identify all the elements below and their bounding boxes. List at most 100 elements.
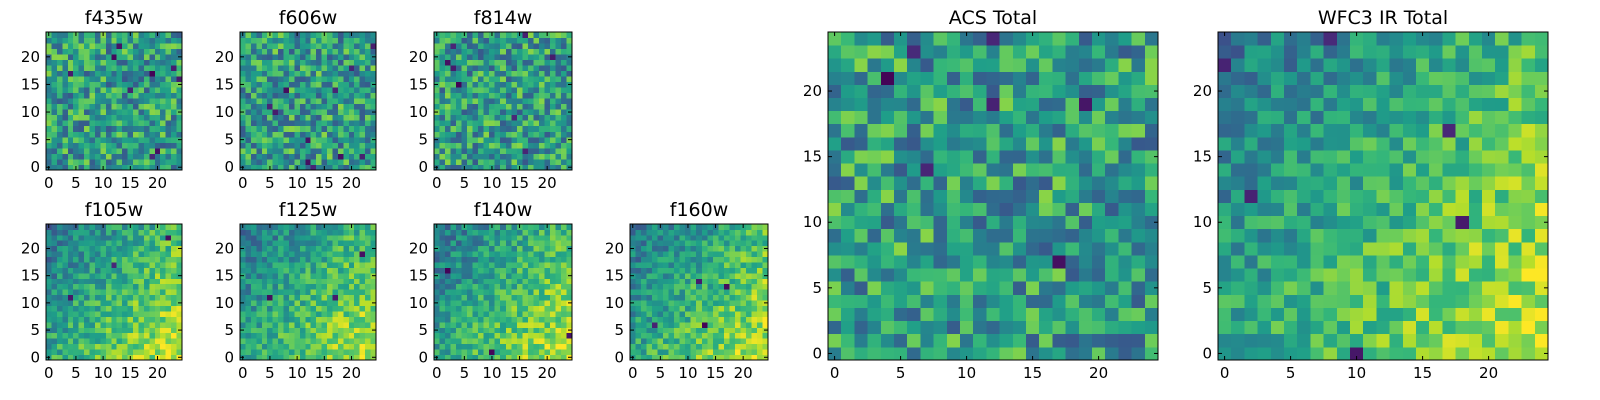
- heatmap-cell: [516, 338, 523, 345]
- heatmap-cell: [555, 120, 562, 127]
- heatmap-cell: [111, 59, 118, 66]
- heatmap-cell: [434, 267, 440, 274]
- heatmap-cell: [67, 59, 74, 66]
- heatmap-cell: [549, 278, 556, 285]
- heatmap-cell: [165, 70, 172, 77]
- heatmap-cell: [439, 267, 446, 274]
- heatmap-cell: [321, 92, 328, 99]
- heatmap-cell: [261, 59, 268, 66]
- heatmap-cell: [359, 65, 366, 72]
- heatmap-cell: [566, 76, 573, 83]
- heatmap-cell: [478, 240, 485, 247]
- heatmap-cell: [272, 43, 279, 49]
- heatmap-cell: [1092, 176, 1106, 190]
- heatmap-cell: [646, 245, 653, 252]
- heatmap-cell: [299, 354, 306, 361]
- heatmap-cell: [288, 300, 295, 306]
- heatmap-cell: [73, 327, 80, 334]
- heatmap-cell: [668, 349, 675, 355]
- heatmap-cell: [511, 338, 518, 345]
- heatmap-cell: [111, 120, 118, 127]
- heatmap-cell: [348, 131, 355, 138]
- heatmap-cell: [240, 103, 246, 110]
- heatmap-cell: [439, 343, 446, 350]
- heatmap-cell: [122, 300, 128, 306]
- heatmap-cell: [100, 240, 107, 247]
- heatmap-cell: [494, 120, 501, 127]
- heatmap-cell: [278, 87, 284, 94]
- heatmap-cell: [138, 343, 145, 350]
- heatmap-cell: [294, 234, 301, 241]
- heatmap-cell: [646, 224, 653, 230]
- heatmap-cell: [250, 338, 257, 345]
- heatmap-cell: [337, 338, 344, 345]
- heatmap-cell: [149, 164, 156, 171]
- heatmap-cell: [359, 131, 366, 138]
- heatmap-cell: [171, 349, 177, 355]
- heatmap-cell: [365, 267, 371, 274]
- heatmap-cell: [483, 65, 490, 72]
- heatmap-cell: [245, 283, 252, 290]
- heatmap-cell: [960, 307, 974, 322]
- heatmap-cell: [511, 316, 518, 323]
- heatmap-cell: [267, 251, 274, 258]
- heatmap-cell: [67, 81, 74, 88]
- heatmap-cell: [668, 267, 675, 274]
- heatmap-cell: [652, 332, 658, 339]
- heatmap-cell: [370, 114, 377, 121]
- heatmap-cell: [544, 278, 551, 285]
- heatmap-cell: [294, 65, 301, 72]
- heatmap-cell: [745, 321, 752, 328]
- heatmap-cell: [370, 65, 377, 72]
- heatmap-cell: [51, 283, 58, 290]
- heatmap-cell: [1144, 333, 1159, 348]
- heatmap-cell: [94, 98, 101, 105]
- heatmap-cell: [343, 70, 350, 77]
- heatmap-cell: [316, 114, 322, 121]
- heatmap-cell: [116, 349, 123, 355]
- heatmap-cell: [343, 98, 350, 105]
- heatmap-cell: [105, 267, 112, 274]
- heatmap-cell: [261, 92, 268, 99]
- heatmap-cell: [668, 316, 675, 323]
- heatmap-cell: [679, 278, 686, 285]
- heatmap-cell: [245, 32, 252, 38]
- heatmap-cell: [729, 251, 736, 258]
- heatmap-cell: [138, 349, 145, 355]
- heatmap-cell: [133, 32, 139, 38]
- heatmap-cell: [566, 240, 573, 247]
- heatmap-cell: [138, 37, 145, 44]
- heatmap-cell: [434, 87, 440, 94]
- heatmap-cell: [84, 37, 90, 44]
- heatmap-cell: [165, 321, 172, 328]
- heatmap-cell: [84, 114, 90, 121]
- heatmap-cell: [105, 147, 112, 154]
- heatmap-cell: [439, 332, 446, 339]
- heatmap-cell: [500, 229, 507, 236]
- heatmap-cell: [445, 114, 451, 121]
- heatmap-cell: [149, 32, 156, 38]
- heatmap-cell: [445, 289, 451, 296]
- heatmap-cell: [89, 32, 96, 38]
- heatmap-cell: [165, 48, 172, 55]
- heatmap-cell: [365, 54, 371, 60]
- heatmap-cell: [343, 332, 350, 339]
- heatmap-cell: [299, 158, 306, 165]
- heatmap-cell: [445, 332, 451, 339]
- heatmap-cell: [78, 109, 85, 116]
- heatmap-cell: [245, 98, 252, 105]
- heatmap-cell: [321, 272, 328, 279]
- heatmap-cell: [245, 37, 252, 44]
- heatmap-cell: [489, 278, 496, 285]
- heatmap-cell: [478, 43, 485, 49]
- heatmap-cell: [685, 311, 692, 317]
- heatmap-cell: [370, 283, 377, 290]
- heatmap-cell: [538, 234, 545, 241]
- heatmap-cell: [154, 92, 161, 99]
- heatmap-cell: [73, 92, 80, 99]
- heatmap-cell: [478, 256, 485, 263]
- heatmap-cell: [461, 256, 468, 263]
- heatmap-cell: [511, 240, 518, 247]
- heatmap-cell: [133, 43, 139, 49]
- heatmap-cell: [256, 245, 263, 252]
